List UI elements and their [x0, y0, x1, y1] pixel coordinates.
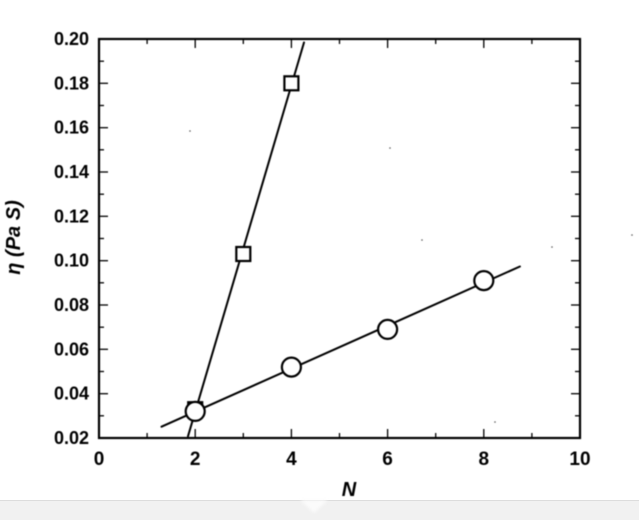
- svg-text:2: 2: [190, 449, 201, 470]
- svg-text:0.02: 0.02: [54, 428, 89, 448]
- svg-text:0.08: 0.08: [54, 295, 89, 315]
- svg-text:0: 0: [94, 449, 105, 470]
- svg-text:6: 6: [382, 449, 393, 470]
- svg-text:0.18: 0.18: [54, 73, 89, 93]
- svg-text:η (Pa S): η (Pa S): [3, 200, 25, 275]
- svg-text:0.16: 0.16: [54, 118, 89, 138]
- svg-text:0.12: 0.12: [54, 206, 89, 226]
- svg-text:0.06: 0.06: [54, 339, 89, 359]
- svg-text:0.20: 0.20: [54, 29, 89, 49]
- svg-text:0.04: 0.04: [54, 384, 89, 404]
- svg-text:10: 10: [569, 449, 590, 470]
- svg-text:4: 4: [286, 449, 297, 470]
- svg-text:0.10: 0.10: [54, 251, 89, 271]
- svg-text:0.14: 0.14: [54, 162, 89, 182]
- svg-text:N: N: [342, 479, 357, 501]
- svg-text:8: 8: [479, 449, 490, 470]
